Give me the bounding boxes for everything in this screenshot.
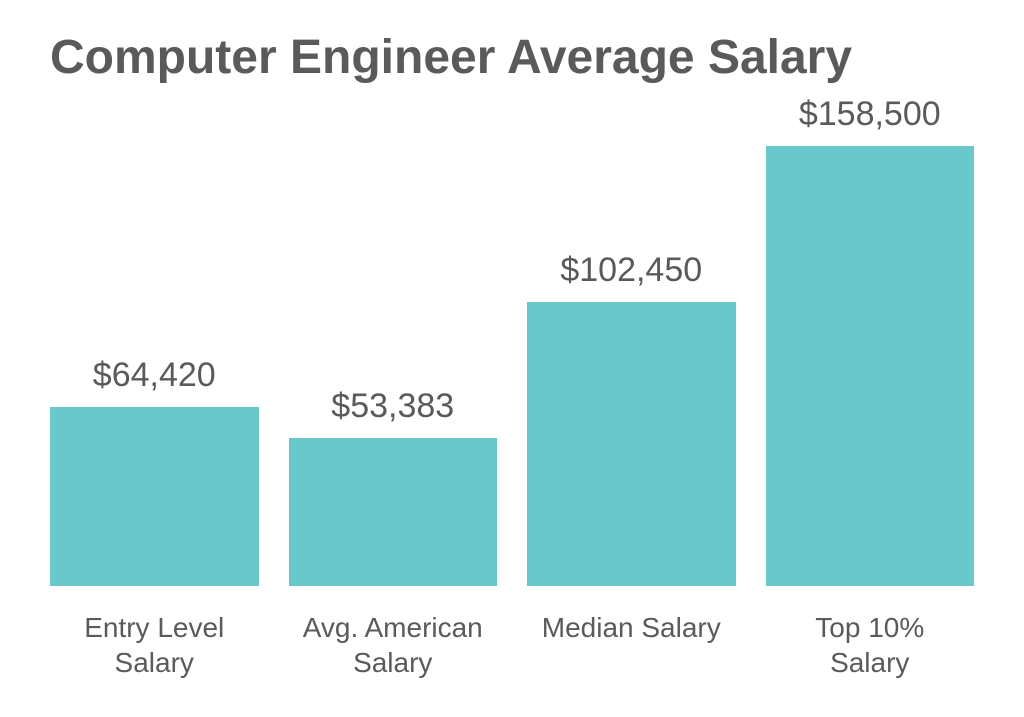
chart-title: Computer Engineer Average Salary [50, 30, 984, 85]
bar-rect [50, 407, 259, 586]
bar-value-label: $64,420 [93, 356, 216, 395]
bar-value-label: $158,500 [799, 95, 941, 134]
bar-rect [766, 146, 975, 586]
bar-group-avg-american: $53,383 Avg. American Salary [289, 95, 498, 682]
bar-category-label: Median Salary [542, 610, 721, 682]
bar-category-label: Avg. American Salary [303, 610, 483, 682]
bar-category-label: Top 10% Salary [815, 610, 924, 682]
bar-stack: $53,383 [289, 95, 498, 586]
bar-group-entry-level: $64,420 Entry Level Salary [50, 95, 259, 682]
salary-chart: Computer Engineer Average Salary $64,420… [0, 0, 1024, 717]
bar-value-label: $102,450 [560, 251, 702, 290]
bar-group-top-10: $158,500 Top 10% Salary [766, 95, 975, 682]
bar-group-median: $102,450 Median Salary [527, 95, 736, 682]
bar-rect [527, 302, 736, 586]
bar-category-label: Entry Level Salary [84, 610, 224, 682]
chart-plot-area: $64,420 Entry Level Salary $53,383 Avg. … [40, 95, 984, 682]
bar-stack: $64,420 [50, 95, 259, 586]
bar-rect [289, 438, 498, 586]
bar-value-label: $53,383 [331, 387, 454, 426]
bar-stack: $102,450 [527, 95, 736, 586]
bar-stack: $158,500 [766, 95, 975, 586]
